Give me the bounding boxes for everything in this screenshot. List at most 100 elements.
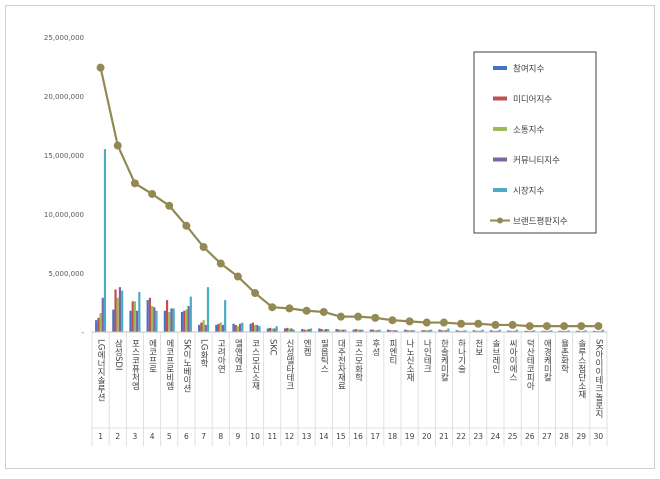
x-index-label: 29 [576,432,586,441]
bar [256,324,259,332]
bar [427,330,431,332]
bar [318,328,321,332]
bar [303,329,306,332]
line-point [542,322,551,331]
bar [153,307,156,332]
x-index-label: 16 [353,432,363,441]
line-point [165,201,174,210]
bar [445,330,448,332]
x-tick-label: 피엔티 [387,339,397,365]
bar [423,330,426,332]
line-point [199,243,208,252]
x-tick-label: 나노신소재 [405,339,415,382]
bar [292,329,295,332]
legend-label: 시장지수 [513,186,544,197]
line-point [405,317,414,326]
x-index-label: 28 [559,432,569,441]
bar [266,328,269,332]
bar [163,310,166,332]
x-tick-label: 애경케미칼 [542,339,552,382]
bar [339,329,343,332]
bar [550,330,553,332]
bar [97,317,100,332]
bar [307,329,310,332]
x-tick-label: 후성 [370,339,380,356]
line-point [319,307,328,316]
bar [320,329,323,332]
bar [185,309,188,332]
bar [558,330,561,332]
bar [584,330,587,332]
bar [324,329,328,332]
bar [327,329,330,332]
bar [138,291,141,332]
line-point [594,322,603,331]
bar [359,329,362,332]
bar [198,324,201,332]
x-index-label: 11 [267,432,277,441]
line-point [439,318,448,327]
bar [251,322,254,332]
legend-label: 브랜드평판지수 [513,216,568,227]
bar [217,323,220,332]
x-tick-label: 필옵틱스 [319,338,329,373]
bar [386,329,390,332]
x-tick-label: 천보 [473,338,483,356]
x-index-label: 10 [250,432,260,441]
x-tick-label: 에코프로비엠 [164,339,174,390]
bar [447,328,450,332]
bar [301,329,304,332]
bar [290,328,293,332]
bar [462,330,465,332]
bar [136,310,139,332]
bar [406,330,409,332]
x-tick-label: 솔루스첨단소재 [576,339,586,399]
legend-swatch [493,157,507,162]
legend-swatch [493,188,507,192]
bar [206,287,210,332]
bar [492,330,495,332]
line-point [130,179,139,188]
bar [410,330,413,332]
bar [249,323,252,332]
line-point [285,304,294,313]
legend-label: 참여지수 [513,64,544,75]
bar [524,330,527,332]
x-index-label: 25 [508,432,518,441]
bar [361,329,364,332]
bar [101,297,104,332]
line-point [508,320,517,329]
bar [374,330,377,332]
x-tick-label: SK이노베이션 [181,339,191,392]
bar [474,330,478,332]
x-tick-label: 신성델타테크 [284,339,294,390]
x-tick-label: 솔브레인 [490,339,500,373]
bar [408,330,411,332]
line-point [457,319,466,328]
bar [114,289,117,332]
line-point [577,322,586,331]
bar [376,330,379,332]
bar [150,306,154,332]
bar [442,330,446,332]
x-index-label: 13 [302,432,312,441]
bar [509,330,512,332]
bar [425,330,428,332]
bar [309,328,313,332]
x-index-label: 30 [594,432,604,441]
x-tick-label: 코스모신소재 [250,339,260,391]
bar [430,329,433,332]
bar [511,330,514,332]
bar [459,330,463,332]
line-point [422,318,431,327]
legend-swatch [493,127,507,131]
x-index-label: 20 [422,432,432,441]
bar [352,329,355,332]
x-tick-label: 하나기술 [456,338,466,373]
bar [275,326,278,332]
bar [515,329,519,332]
bar [543,330,546,332]
y-tick-label: 15,000,000 [44,152,84,160]
bar [99,313,102,332]
